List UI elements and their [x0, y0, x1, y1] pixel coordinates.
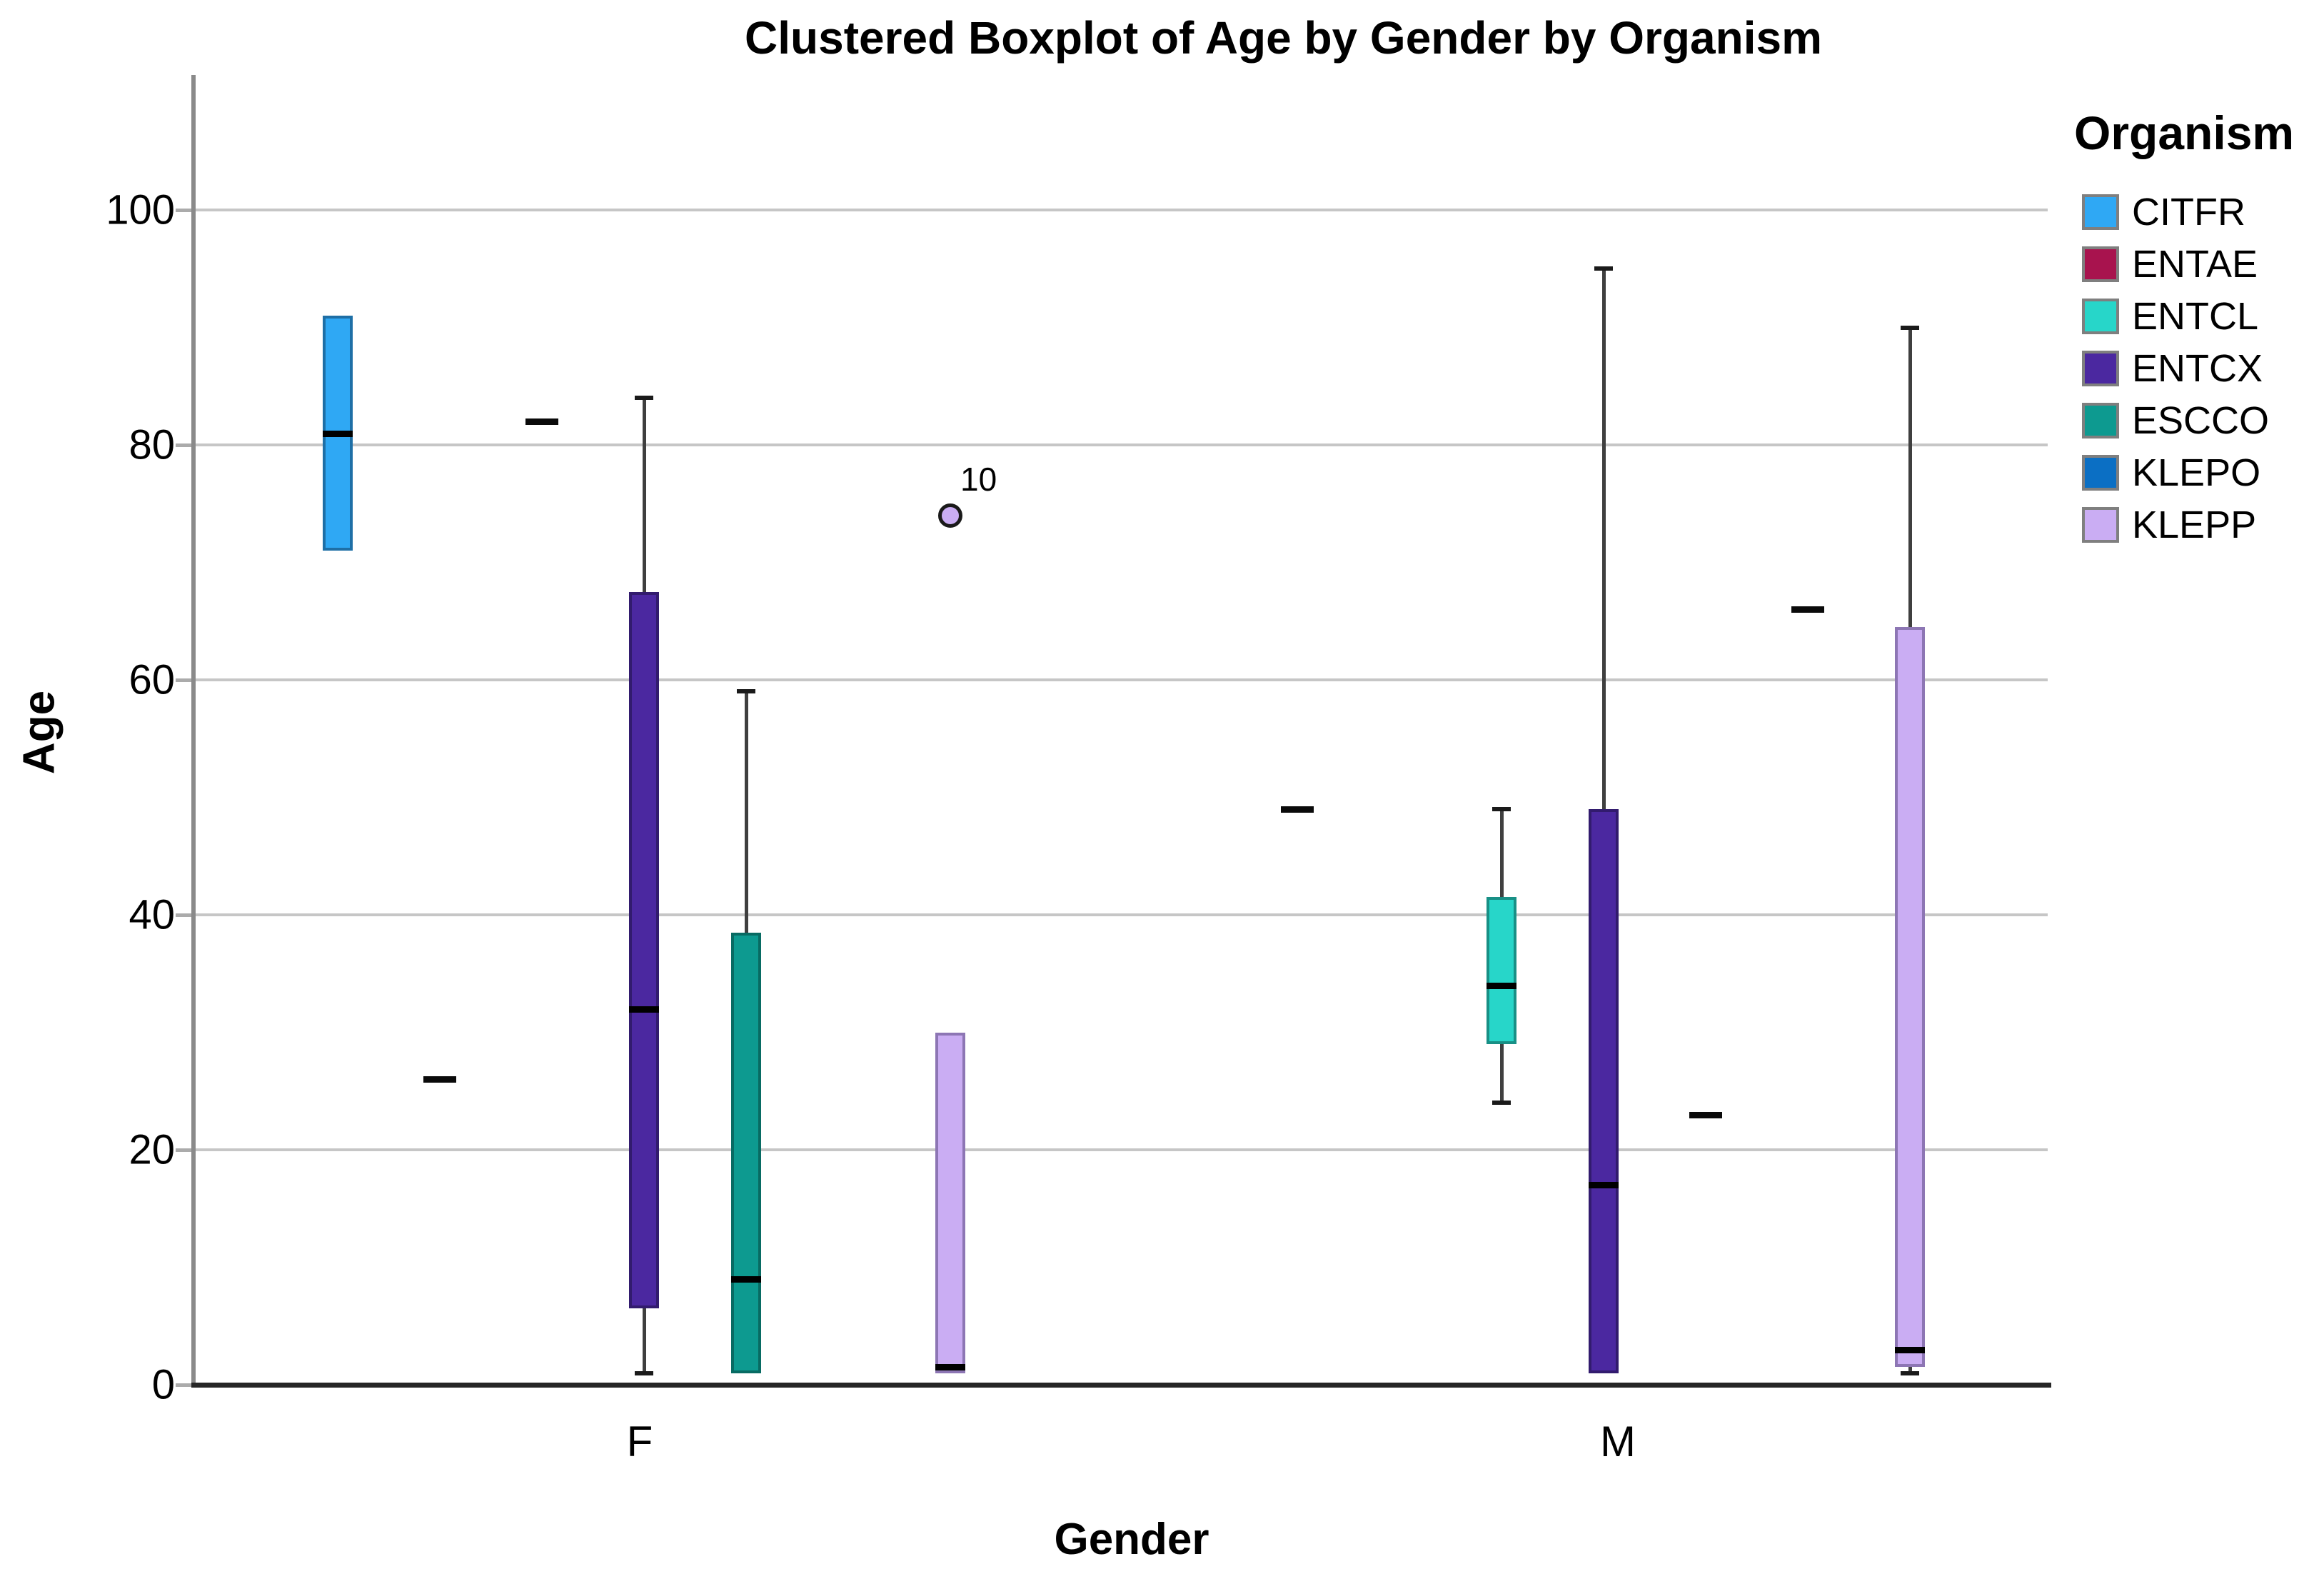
boxplot-f-escco-upper-whisker: [745, 691, 748, 933]
gridline-80: [193, 443, 2048, 446]
boxplot-m-entcl-box: [1487, 897, 1516, 1044]
entae-swatch-icon: [2082, 246, 2119, 282]
gridline-60: [193, 678, 2048, 681]
boxplot-f-escco-median-line: [731, 1275, 761, 1283]
y-tick-0: [176, 1383, 193, 1387]
boxplot-m-entcx-box: [1589, 808, 1619, 1373]
boxplot-m-citfr-single-value-dash: [1281, 806, 1314, 813]
boxplot-m-klepo-single-value-dash: [1791, 606, 1824, 613]
x-axis-title: Gender: [1054, 1515, 1209, 1564]
y-axis-line: [191, 75, 196, 1388]
legend-label-entae: ENTAE: [2132, 243, 2258, 286]
legend-label-citfr: CITFR: [2132, 191, 2245, 234]
entcl-swatch-icon: [2082, 299, 2119, 334]
y-tick-label-80: 80: [129, 421, 175, 468]
boxplot-f-entcx-lower-whisker: [643, 1308, 646, 1373]
legend-label-klepo: KLEPO: [2132, 451, 2261, 494]
boxplot-f-klepp-median-line: [935, 1364, 965, 1371]
y-tick-60: [176, 678, 193, 682]
boxplot-m-entcx-upper-whisker-cap: [1594, 266, 1613, 271]
boxplot-m-entcl-upper-whisker: [1500, 808, 1504, 898]
legend-title: Organism: [2074, 106, 2295, 159]
boxplot-m-klepp-upper-whisker: [1908, 327, 1912, 627]
escco-swatch-icon: [2082, 403, 2119, 438]
boxplot-f-entae-single-value-dash: [423, 1076, 456, 1083]
boxplot-f-entcx-upper-whisker-cap: [635, 396, 653, 401]
boxplot-m-klepp-median-line: [1895, 1346, 1925, 1353]
y-tick-40: [176, 913, 193, 917]
y-tick-label-60: 60: [129, 656, 175, 703]
boxplot-m-klepp-upper-whisker-cap: [1901, 325, 1919, 330]
legend-label-escco: ESCCO: [2132, 399, 2270, 442]
legend-label-entcx: ENTCX: [2132, 347, 2263, 390]
boxplot-f-escco-upper-whisker-cap: [737, 689, 755, 694]
klepp-swatch-icon: [2082, 507, 2119, 543]
y-tick-label-0: 0: [151, 1361, 175, 1408]
legend-item-entae: ENTAE: [2082, 242, 2258, 286]
boxplot-f-entcx-box: [629, 591, 659, 1309]
boxplot-f-entcx-median-line: [629, 1006, 659, 1013]
boxplot-m-entcl-upper-whisker-cap: [1492, 806, 1511, 811]
legend-item-klepo: KLEPO: [2082, 451, 2260, 495]
boxplot-f-klepp-outlier-label: 10: [960, 460, 997, 498]
boxplot-f-entcx-lower-whisker-cap: [635, 1370, 653, 1375]
legend-item-escco: ESCCO: [2082, 398, 2269, 443]
boxplot-f-klepp-outlier-point: [938, 503, 962, 528]
legend-label-entcl: ENTCL: [2132, 295, 2259, 338]
y-tick-label-40: 40: [129, 891, 175, 938]
legend-item-entcl: ENTCL: [2082, 294, 2258, 339]
x-axis-line: [191, 1383, 2051, 1388]
y-tick-100: [176, 209, 193, 212]
boxplot-f-entcx-upper-whisker: [643, 398, 646, 592]
gridline-40: [193, 913, 2048, 916]
legend-label-klepp: KLEPP: [2132, 503, 2257, 546]
y-tick-label-20: 20: [129, 1126, 175, 1173]
boxplot-f-klepp-box: [935, 1032, 965, 1373]
category-label-m: M: [1600, 1418, 1636, 1465]
chart-title: Clustered Boxplot of Age by Gender by Or…: [745, 12, 1822, 64]
gridline-20: [193, 1148, 2048, 1151]
entcx-swatch-icon: [2082, 351, 2119, 386]
boxplot-m-entcl-lower-whisker-cap: [1492, 1101, 1511, 1106]
citfr-swatch-icon: [2082, 194, 2119, 230]
category-label-f: F: [626, 1418, 653, 1465]
y-tick-label-100: 100: [106, 186, 175, 234]
boxplot-m-entcl-lower-whisker: [1500, 1043, 1504, 1103]
boxplot-m-entcx-median-line: [1589, 1182, 1619, 1189]
legend-item-entcx: ENTCX: [2082, 346, 2263, 391]
gridline-100: [193, 209, 2048, 211]
klepo-swatch-icon: [2082, 455, 2119, 491]
boxplot-m-entcl-median-line: [1487, 982, 1516, 989]
boxplot-m-klepp-box: [1895, 626, 1925, 1368]
boxplot-f-entcl-single-value-dash: [525, 418, 558, 426]
boxplot-m-entcx-upper-whisker: [1602, 269, 1606, 809]
boxplot-m-klepp-lower-whisker: [1908, 1367, 1912, 1373]
boxplot-f-escco-box: [731, 932, 761, 1373]
y-tick-80: [176, 443, 193, 447]
boxplot-f-citfr-median-line: [323, 430, 353, 437]
legend-item-citfr: CITFR: [2082, 190, 2245, 234]
legend-item-klepp: KLEPP: [2082, 503, 2256, 547]
y-tick-20: [176, 1148, 193, 1152]
boxplot-m-klepp-lower-whisker-cap: [1901, 1370, 1919, 1375]
boxplot-m-escco-single-value-dash: [1689, 1111, 1722, 1118]
